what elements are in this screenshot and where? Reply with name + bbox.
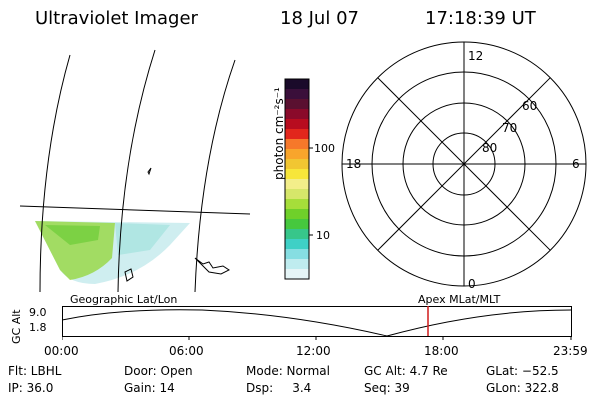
colorbar-swatch bbox=[285, 199, 309, 210]
apex-label: Apex MLat/MLT bbox=[418, 293, 501, 306]
status-door: Door: Open bbox=[124, 364, 193, 378]
timeline-ytick-bottom: 1.8 bbox=[29, 321, 47, 334]
colorbar-swatch bbox=[285, 219, 309, 230]
status-gain: Gain: 14 bbox=[124, 381, 175, 395]
polar-label-6: 6 bbox=[572, 157, 580, 171]
status-glat: GLat: −52.5 bbox=[486, 364, 559, 378]
colorbar-swatch bbox=[285, 259, 309, 270]
timeline-plot bbox=[62, 306, 572, 340]
colorbar-label: photon cm⁻²s⁻¹ bbox=[272, 87, 286, 180]
status-gc-alt: GC Alt: 4.7 Re bbox=[364, 364, 448, 378]
date-label: 18 Jul 07 bbox=[280, 8, 359, 29]
colorbar-swatch bbox=[285, 149, 309, 160]
colorbar-swatch bbox=[285, 249, 309, 260]
colorbar-swatch bbox=[285, 189, 309, 200]
status-glon: GLon: 322.8 bbox=[486, 381, 559, 395]
timeline-xtick-0000: 00:00 bbox=[44, 344, 79, 358]
colorbar-swatch bbox=[285, 239, 309, 250]
meridian-3 bbox=[194, 59, 236, 292]
timeline-xtick-1800: 18:00 bbox=[424, 344, 459, 358]
status-flt: Flt: LBHL bbox=[8, 364, 62, 378]
timeline-xtick-2359: 23:59 bbox=[553, 344, 588, 358]
colorbar: 100 10 bbox=[284, 78, 335, 280]
polar-label-70: 70 bbox=[502, 121, 517, 135]
status-seq: Seq: 39 bbox=[364, 381, 410, 395]
geographic-map bbox=[19, 49, 251, 292]
status-mode: Mode: Normal bbox=[246, 364, 330, 378]
app-title: Ultraviolet Imager bbox=[35, 8, 198, 29]
polar-diagonal-2 bbox=[377, 77, 551, 251]
colorbar-swatch bbox=[285, 209, 309, 220]
orbit-altitude-curve bbox=[62, 309, 572, 337]
colorbar-swatch bbox=[285, 139, 309, 150]
colorbar-swatch bbox=[285, 119, 309, 130]
colorbar-tick-100: 100 bbox=[314, 142, 335, 155]
status-ip: IP: 36.0 bbox=[8, 381, 54, 395]
timeline-xtick-0600: 06:00 bbox=[169, 344, 204, 358]
colorbar-swatch bbox=[285, 179, 309, 190]
colorbar-swatch bbox=[285, 229, 309, 240]
colorbar-swatch bbox=[285, 89, 309, 100]
coastline bbox=[124, 167, 230, 282]
polar-label-12: 12 bbox=[468, 49, 483, 63]
colorbar-swatch bbox=[285, 169, 309, 180]
meridian-2 bbox=[117, 49, 156, 292]
colorbar-swatch bbox=[285, 129, 309, 140]
timeline-axis-label: GC Alt bbox=[10, 309, 23, 344]
time-label: 17:18:39 UT bbox=[425, 8, 536, 29]
geographic-label: Geographic Lat/Lon bbox=[70, 293, 178, 306]
colorbar-tick-10: 10 bbox=[316, 229, 330, 242]
polar-label-60: 60 bbox=[522, 99, 537, 113]
colorbar-swatch bbox=[285, 79, 309, 90]
timeline-ytick-top: 9.0 bbox=[29, 306, 47, 319]
meridian-1 bbox=[39, 54, 71, 292]
colorbar-swatch bbox=[285, 109, 309, 120]
polar-plot: 80 70 60 12 18 6 0 bbox=[341, 41, 587, 291]
latitude-line bbox=[19, 205, 251, 215]
colorbar-swatch bbox=[285, 99, 309, 110]
status-dsp: Dsp: 3.4 bbox=[246, 381, 312, 395]
polar-label-18: 18 bbox=[346, 157, 361, 171]
polar-label-80: 80 bbox=[482, 141, 497, 155]
polar-label-0: 0 bbox=[468, 277, 476, 291]
colorbar-swatch bbox=[285, 159, 309, 170]
colorbar-swatch bbox=[285, 269, 309, 280]
timeline-xtick-1200: 12:00 bbox=[296, 344, 331, 358]
